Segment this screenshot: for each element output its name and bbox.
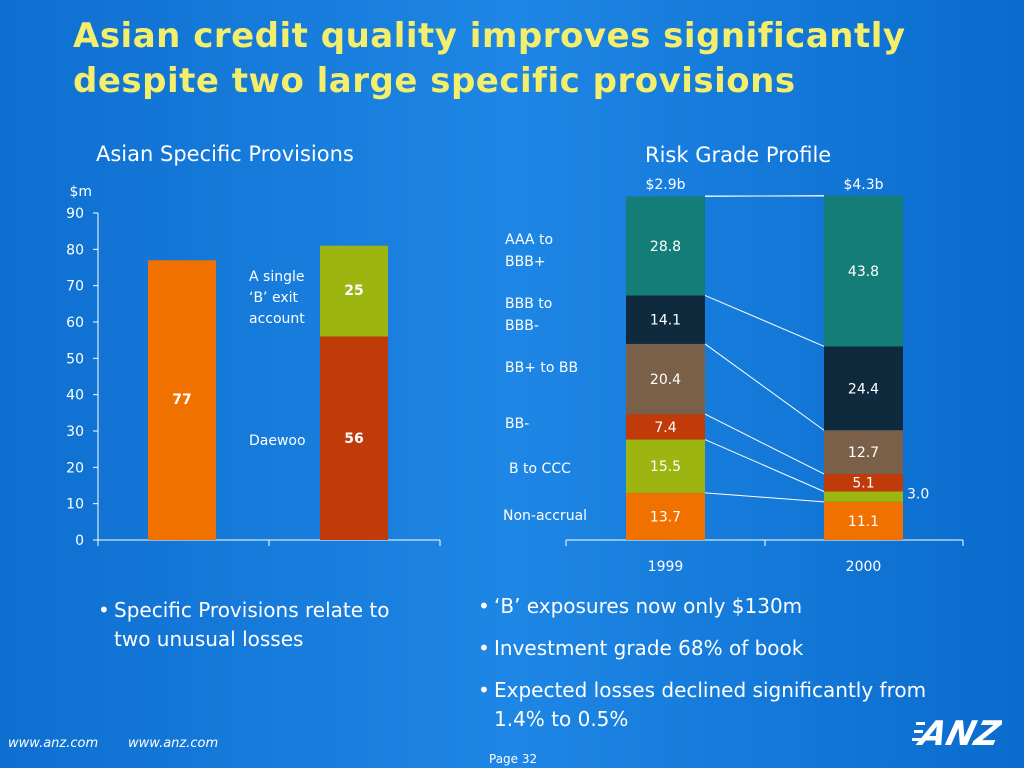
- y-tick-label: 80: [66, 242, 84, 258]
- data-label: 28.8: [650, 239, 681, 255]
- bar-segment: [824, 195, 903, 347]
- bar-segment: [824, 491, 903, 502]
- connector-line: [704, 492, 825, 503]
- category-label: B to CCC: [509, 461, 571, 477]
- connector-line: [704, 294, 825, 347]
- category-label: BB-: [505, 416, 529, 432]
- category-label: BB+ to BB: [505, 360, 578, 376]
- bar-segment: [626, 196, 705, 296]
- x-tick-label: 1999: [648, 559, 684, 575]
- y-axis-unit-label: $m: [69, 184, 92, 200]
- slide-title-line-1: Asian credit quality improves significan…: [73, 16, 906, 56]
- category-label: BBB-: [505, 318, 539, 334]
- data-label: 5.1: [852, 476, 874, 492]
- logo-stripe: [914, 730, 923, 733]
- bar-segment: [824, 473, 903, 492]
- logo-stripe: [912, 738, 921, 741]
- bar-segment: [320, 245, 388, 337]
- left-bullets: Specific Provisions relate to two unusua…: [96, 596, 396, 667]
- data-label: 56: [344, 431, 363, 447]
- category-label: Non-accrual: [503, 508, 587, 524]
- right-bullet-item: Expected losses declined significantly f…: [476, 676, 976, 734]
- bar-segment: [824, 346, 903, 431]
- y-tick-label: 20: [66, 460, 84, 476]
- data-label: 24.4: [848, 381, 879, 397]
- bar-total-label: $4.3b: [843, 177, 883, 193]
- data-label: 20.4: [650, 372, 681, 388]
- y-tick-label: 10: [66, 497, 84, 513]
- right-bullet-item: Investment grade 68% of book: [476, 634, 976, 663]
- connector-line: [704, 439, 825, 492]
- data-label: 25: [344, 283, 363, 299]
- slide-title: Asian credit quality improves significan…: [73, 14, 1018, 104]
- annotation-label: Daewoo: [249, 433, 306, 449]
- bar-segment: [626, 492, 705, 540]
- bar-segment: [626, 295, 705, 344]
- connector-line: [704, 413, 825, 475]
- bar-segment: [626, 343, 705, 415]
- data-label: 77: [172, 392, 191, 408]
- bar-segment: [824, 430, 903, 474]
- bar-segment: [626, 439, 705, 493]
- risk-grade-chart-title: Risk Grade Profile: [645, 143, 832, 167]
- right-bullets: ‘B’ exposures now only $130m Investment …: [476, 592, 976, 747]
- y-tick-label: 50: [66, 351, 84, 367]
- slide-title-line-2: despite two large specific provisions: [73, 61, 796, 101]
- logo-stripe: [916, 722, 925, 725]
- y-tick-label: 70: [66, 279, 84, 295]
- bar-segment: [148, 260, 216, 540]
- data-label: 15.5: [650, 459, 681, 475]
- y-tick-label: 40: [66, 388, 84, 404]
- data-label: 13.7: [650, 509, 681, 525]
- page-number: Page 32: [489, 752, 538, 766]
- y-tick-label: 30: [66, 424, 84, 440]
- data-label: 3.0: [907, 486, 929, 502]
- category-label: BBB+: [505, 254, 546, 270]
- anz-logo-text: ANZ: [913, 714, 1002, 752]
- y-tick-label: 60: [66, 315, 84, 331]
- connector-line: [704, 343, 825, 431]
- data-label: 12.7: [848, 445, 879, 461]
- bar-segment: [824, 501, 903, 540]
- left-bullet-item: Specific Provisions relate to two unusua…: [96, 596, 396, 654]
- annotation-label: A single: [249, 269, 304, 285]
- bar-segment: [626, 414, 705, 440]
- bar-segment: [320, 336, 388, 540]
- category-label: AAA to: [505, 232, 553, 248]
- x-tick-label: 2000: [846, 559, 882, 575]
- data-label: 7.4: [654, 420, 676, 436]
- annotation-label: ‘B’ exit: [249, 290, 298, 306]
- anz-logo: ANZ: [912, 714, 1002, 752]
- footer-url-link[interactable]: www.anz.com: [8, 736, 99, 751]
- data-label: 43.8: [848, 264, 879, 280]
- footer-url-link[interactable]: www.anz.com: [128, 736, 219, 751]
- data-label: 14.1: [650, 313, 681, 329]
- y-tick-label: 0: [75, 533, 84, 549]
- right-bullet-item: ‘B’ exposures now only $130m: [476, 592, 976, 621]
- y-tick-label: 90: [66, 206, 84, 222]
- bar-total-label: $2.9b: [645, 177, 685, 193]
- provisions-chart-title: Asian Specific Provisions: [96, 142, 354, 166]
- category-label: BBB to: [505, 296, 552, 312]
- annotation-label: account: [249, 311, 305, 327]
- data-label: 11.1: [848, 514, 879, 530]
